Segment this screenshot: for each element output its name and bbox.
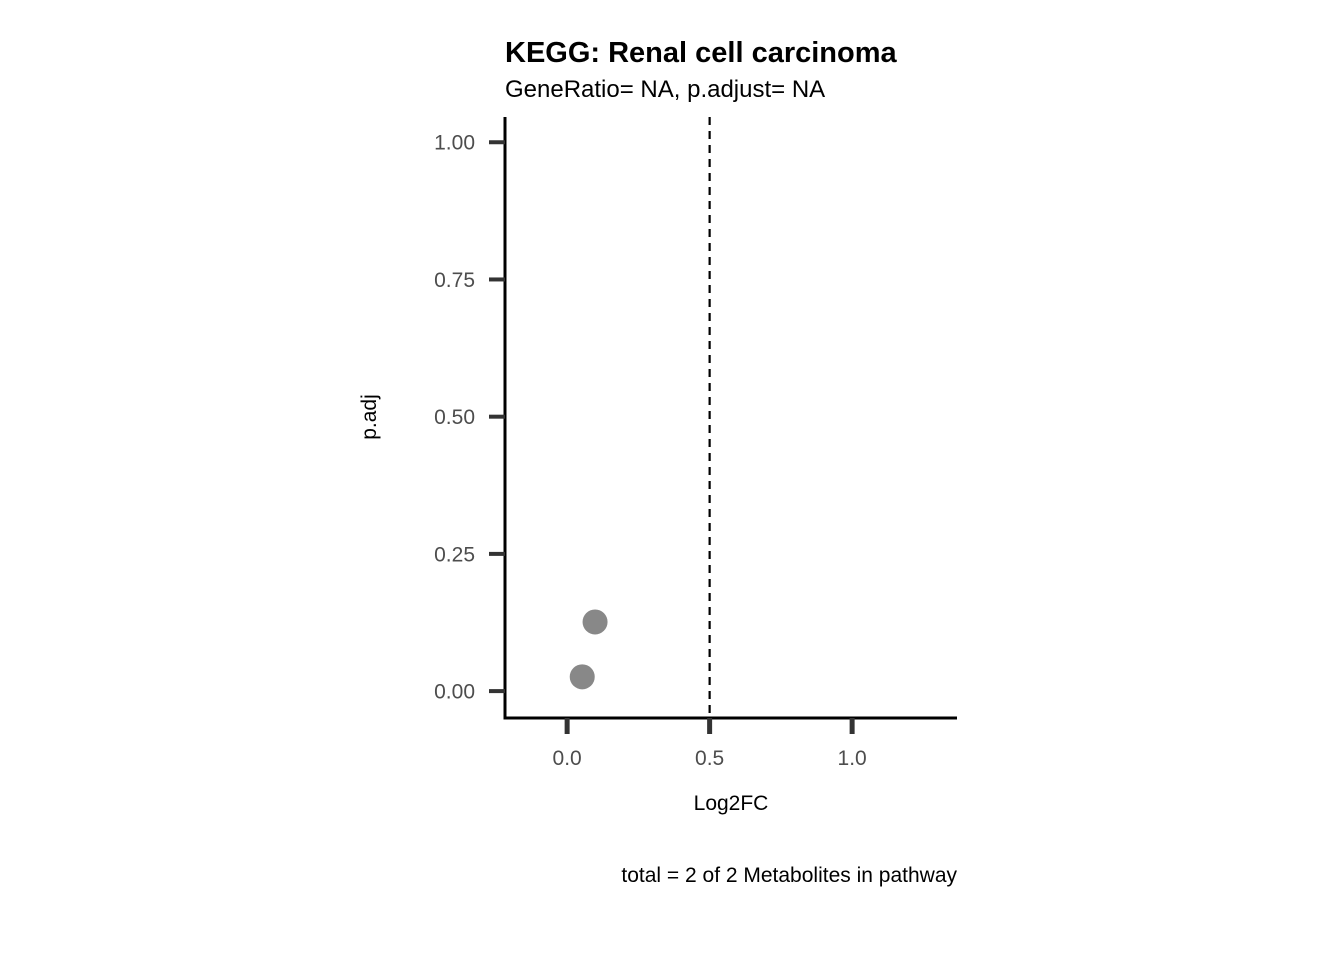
chart-caption: total = 2 of 2 Metabolites in pathway (621, 864, 957, 887)
y-tick-label: 0.25 (434, 543, 475, 566)
y-tick-label: 1.00 (434, 132, 475, 155)
plot-panel: 0.00 0.25 0.50 0.75 1.00 0.0 0.5 1.0 (434, 117, 957, 770)
y-tick-label: 0.75 (434, 269, 475, 292)
y-tick-label: 0.00 (434, 681, 475, 704)
x-tick-label: 1.0 (838, 747, 867, 770)
data-point (582, 609, 608, 635)
x-tick-label: 0.5 (695, 747, 724, 770)
y-axis-title: p.adj (358, 394, 381, 440)
chart-subtitle: GeneRatio= NA, p.adjust= NA (505, 76, 825, 103)
y-tick-label: 0.50 (434, 406, 475, 429)
data-point (569, 664, 595, 690)
chart-title: KEGG: Renal cell carcinoma (505, 37, 898, 69)
x-tick-label: 0.0 (553, 747, 582, 770)
x-axis-title: Log2FC (694, 792, 769, 815)
